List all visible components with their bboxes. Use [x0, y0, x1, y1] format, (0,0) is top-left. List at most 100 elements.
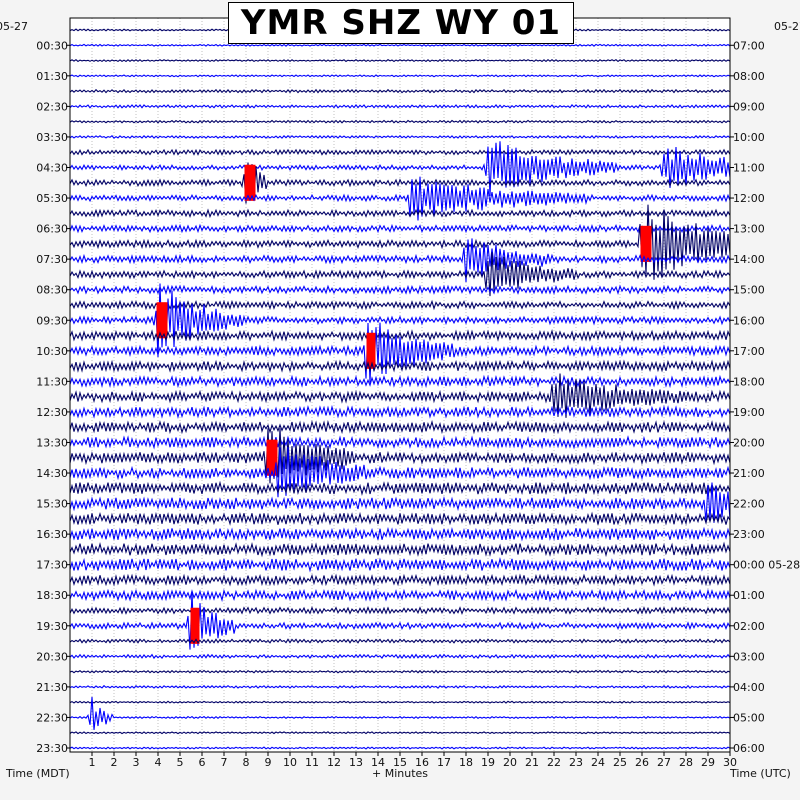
trace-line: [69, 446, 731, 498]
x-tick-label: 2: [111, 756, 118, 769]
clipped-segment: [244, 164, 248, 201]
trace-line: [69, 283, 731, 358]
trace-line: [69, 43, 731, 47]
trace-line: [69, 134, 731, 139]
trace-line: [69, 141, 731, 196]
trace-line: [69, 653, 731, 660]
right-tick-label: 01:00: [733, 589, 765, 602]
clipped-segment: [268, 439, 272, 476]
right-tick-label: 18:00: [733, 375, 765, 388]
trace-line: [69, 74, 731, 78]
trace-line: [69, 511, 731, 527]
left-tick-label: 03:30: [36, 131, 68, 144]
x-tick-label: 29: [701, 756, 715, 769]
x-tick-label: 18: [459, 756, 473, 769]
left-axis-ticks: 00:30 01:30 02:30 03:30 04:30 05:30 06:30 07:30…: [36, 39, 70, 755]
x-tick-label: 20: [503, 756, 517, 769]
right-tick-label: 13:00: [733, 223, 765, 236]
right-tick-label: 03:00: [733, 650, 765, 663]
trace-line: [69, 223, 731, 234]
trace-line: [69, 322, 731, 383]
x-tick-label: 11: [305, 756, 319, 769]
trace-line: [69, 731, 731, 735]
clipped-segment: [274, 439, 278, 476]
x-tick-label: 21: [525, 756, 539, 769]
trace-line: [69, 176, 731, 221]
right-tick-label: 04:00: [733, 681, 765, 694]
trace-line: [69, 606, 731, 615]
right-tick-label: 21:00: [733, 467, 765, 480]
left-tick-label: 13:30: [36, 436, 68, 449]
x-tick-label: 24: [591, 756, 605, 769]
clipped-segment: [192, 607, 196, 644]
trace-line: [69, 103, 731, 109]
right-axis-ticks: 07:00 08:00 09:00 10:00 11:00 12:00 13:00 14:00…: [730, 39, 800, 755]
clipped-segment: [272, 439, 276, 476]
trace-lines: [69, 28, 731, 750]
chart-title-box: YMR SHZ WY 01: [228, 2, 574, 44]
trace-line: [69, 696, 731, 730]
right-tick-label: 16:00: [733, 314, 765, 327]
x-tick-label: 12: [327, 756, 341, 769]
left-tick-label: 15:30: [36, 498, 68, 511]
trace-line: [69, 541, 731, 558]
left-axis-label: Time (MDT): [5, 767, 70, 780]
trace-line: [69, 162, 731, 204]
clipped-segment: [196, 607, 200, 644]
left-tick-label: 17:30: [36, 559, 68, 572]
trace-line: [69, 58, 731, 63]
left-tick-label: 07:30: [36, 253, 68, 266]
x-tick-label: 10: [283, 756, 297, 769]
right-tick-label: 23:00: [733, 528, 765, 541]
trace-line: [69, 88, 731, 94]
trace-line: [69, 480, 731, 497]
right-tick-label: 20:00: [733, 436, 765, 449]
trace-line: [69, 204, 731, 280]
left-tick-label: 21:30: [36, 681, 68, 694]
left-tick-label: 01:30: [36, 70, 68, 83]
left-tick-label: 12:30: [36, 406, 68, 419]
trace-line: [69, 684, 731, 689]
left-tick-label: 14:30: [36, 467, 68, 480]
clipped-segment: [270, 439, 274, 476]
trace-line: [69, 428, 731, 484]
clipped-segment: [194, 607, 198, 644]
trace-line: [69, 435, 731, 450]
clipped-segment: [646, 225, 650, 262]
x-tick-label: 3: [133, 756, 140, 769]
right-tick-label: 12:00: [733, 192, 765, 205]
trace-line: [69, 374, 731, 389]
left-tick-label: 10:30: [36, 345, 68, 358]
left-tick-label: 06:30: [36, 223, 68, 236]
trace-line: [69, 526, 731, 542]
x-tick-label: 9: [265, 756, 272, 769]
x-tick-label: 19: [481, 756, 495, 769]
x-tick-label: 23: [569, 756, 583, 769]
x-tick-label: 17: [437, 756, 451, 769]
right-tick-label: 05:00: [733, 711, 765, 724]
x-axis-label: + Minutes: [372, 767, 428, 780]
right-tick-label: 10:00: [733, 131, 765, 144]
clipped-segment: [246, 164, 250, 201]
trace-line: [69, 119, 731, 124]
left-tick-label: 00:30: [36, 39, 68, 52]
x-tick-label: 1: [89, 756, 96, 769]
right-axis-label: Time (UTC): [729, 767, 791, 780]
trace-line: [69, 591, 731, 650]
clipped-segment: [190, 607, 194, 644]
x-tick-label: 8: [243, 756, 250, 769]
trace-line: [69, 208, 731, 219]
trace-line: [69, 482, 731, 523]
right-tick-label: 07:00: [733, 39, 765, 52]
right-tick-label: 19:00: [733, 406, 765, 419]
x-tick-label: 28: [679, 756, 693, 769]
trace-line: [69, 573, 731, 587]
trace-line: [69, 148, 731, 156]
x-tick-label: 30: [723, 756, 737, 769]
right-tick-label: 14:00: [733, 253, 765, 266]
right-tick-label: 22:00: [733, 498, 765, 511]
x-tick-label: 26: [635, 756, 649, 769]
right-start-date: 05-27: [774, 20, 800, 33]
trace-line: [69, 557, 731, 573]
